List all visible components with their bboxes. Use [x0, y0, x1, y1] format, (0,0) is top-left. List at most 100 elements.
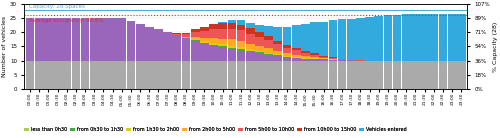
Bar: [282, 54, 292, 56]
Bar: [80, 18, 90, 61]
Bar: [255, 25, 264, 32]
Bar: [200, 38, 208, 41]
Bar: [438, 14, 448, 61]
Bar: [172, 35, 181, 61]
Bar: [411, 61, 420, 89]
Bar: [108, 18, 117, 61]
Bar: [191, 61, 200, 89]
Bar: [457, 61, 466, 89]
Bar: [347, 60, 356, 61]
Bar: [35, 61, 43, 89]
Bar: [402, 61, 410, 89]
Bar: [90, 61, 98, 89]
Bar: [320, 22, 328, 56]
Bar: [282, 56, 292, 57]
Bar: [126, 21, 136, 61]
Bar: [292, 48, 300, 50]
Bar: [200, 27, 208, 31]
Bar: [393, 61, 402, 89]
Bar: [274, 56, 282, 61]
Bar: [255, 32, 264, 37]
Bar: [228, 61, 236, 89]
Bar: [246, 44, 254, 49]
Y-axis label: % Capacity (28): % Capacity (28): [493, 21, 498, 71]
Bar: [209, 29, 218, 38]
Bar: [292, 61, 300, 89]
Bar: [274, 55, 282, 56]
Bar: [365, 61, 374, 89]
Bar: [255, 61, 264, 89]
Bar: [365, 17, 374, 61]
Bar: [264, 54, 273, 55]
Bar: [292, 25, 300, 48]
Bar: [438, 61, 448, 89]
Bar: [448, 61, 456, 89]
Bar: [420, 61, 429, 89]
Bar: [191, 37, 200, 39]
Bar: [246, 23, 254, 28]
Bar: [35, 18, 43, 61]
Bar: [274, 54, 282, 55]
Bar: [328, 20, 337, 57]
Bar: [26, 61, 35, 89]
Bar: [200, 31, 208, 38]
Bar: [264, 48, 273, 53]
Bar: [99, 61, 108, 89]
Bar: [301, 53, 310, 56]
Bar: [209, 45, 218, 46]
Bar: [264, 61, 273, 89]
Bar: [182, 38, 190, 61]
Bar: [274, 27, 282, 41]
Bar: [154, 30, 163, 61]
Bar: [292, 55, 300, 57]
Bar: [228, 29, 236, 39]
Bar: [301, 61, 310, 89]
Y-axis label: Number of vehicles: Number of vehicles: [2, 16, 7, 77]
Bar: [328, 61, 337, 89]
Bar: [320, 56, 328, 57]
Bar: [164, 61, 172, 89]
Bar: [62, 18, 71, 61]
Bar: [136, 24, 144, 61]
Bar: [301, 56, 310, 58]
Bar: [218, 23, 227, 29]
Bar: [255, 52, 264, 54]
Bar: [236, 25, 246, 30]
Bar: [246, 34, 254, 44]
Bar: [182, 33, 190, 34]
Bar: [274, 41, 282, 44]
Bar: [374, 61, 383, 89]
Bar: [264, 26, 273, 36]
Bar: [301, 59, 310, 61]
Legend: less than 0h30, from 0h30 to 1h30, from 1h30 to 2h00, from 2h00 to 5h00, from 5h: less than 0h30, from 0h30 to 1h30, from …: [22, 125, 408, 134]
Bar: [384, 15, 392, 61]
Bar: [320, 61, 328, 89]
Bar: [118, 18, 126, 61]
Bar: [282, 58, 292, 61]
Bar: [246, 51, 254, 52]
Bar: [53, 18, 62, 61]
Bar: [255, 51, 264, 52]
Bar: [209, 38, 218, 43]
Bar: [72, 18, 80, 61]
Bar: [374, 16, 383, 61]
Bar: [338, 60, 346, 61]
Bar: [228, 20, 236, 23]
Bar: [282, 61, 292, 89]
Bar: [274, 51, 282, 54]
Bar: [246, 52, 254, 61]
Bar: [126, 61, 136, 89]
Bar: [228, 23, 236, 29]
Bar: [264, 55, 273, 61]
Bar: [448, 14, 456, 61]
Bar: [236, 47, 246, 49]
Text: Capacity: 28 Spaces: Capacity: 28 Spaces: [29, 4, 85, 9]
Bar: [209, 24, 218, 29]
Bar: [236, 49, 246, 51]
Bar: [53, 61, 62, 89]
Bar: [310, 59, 319, 61]
Bar: [328, 60, 337, 61]
Bar: [301, 24, 310, 51]
Bar: [62, 61, 71, 89]
Bar: [191, 30, 200, 32]
